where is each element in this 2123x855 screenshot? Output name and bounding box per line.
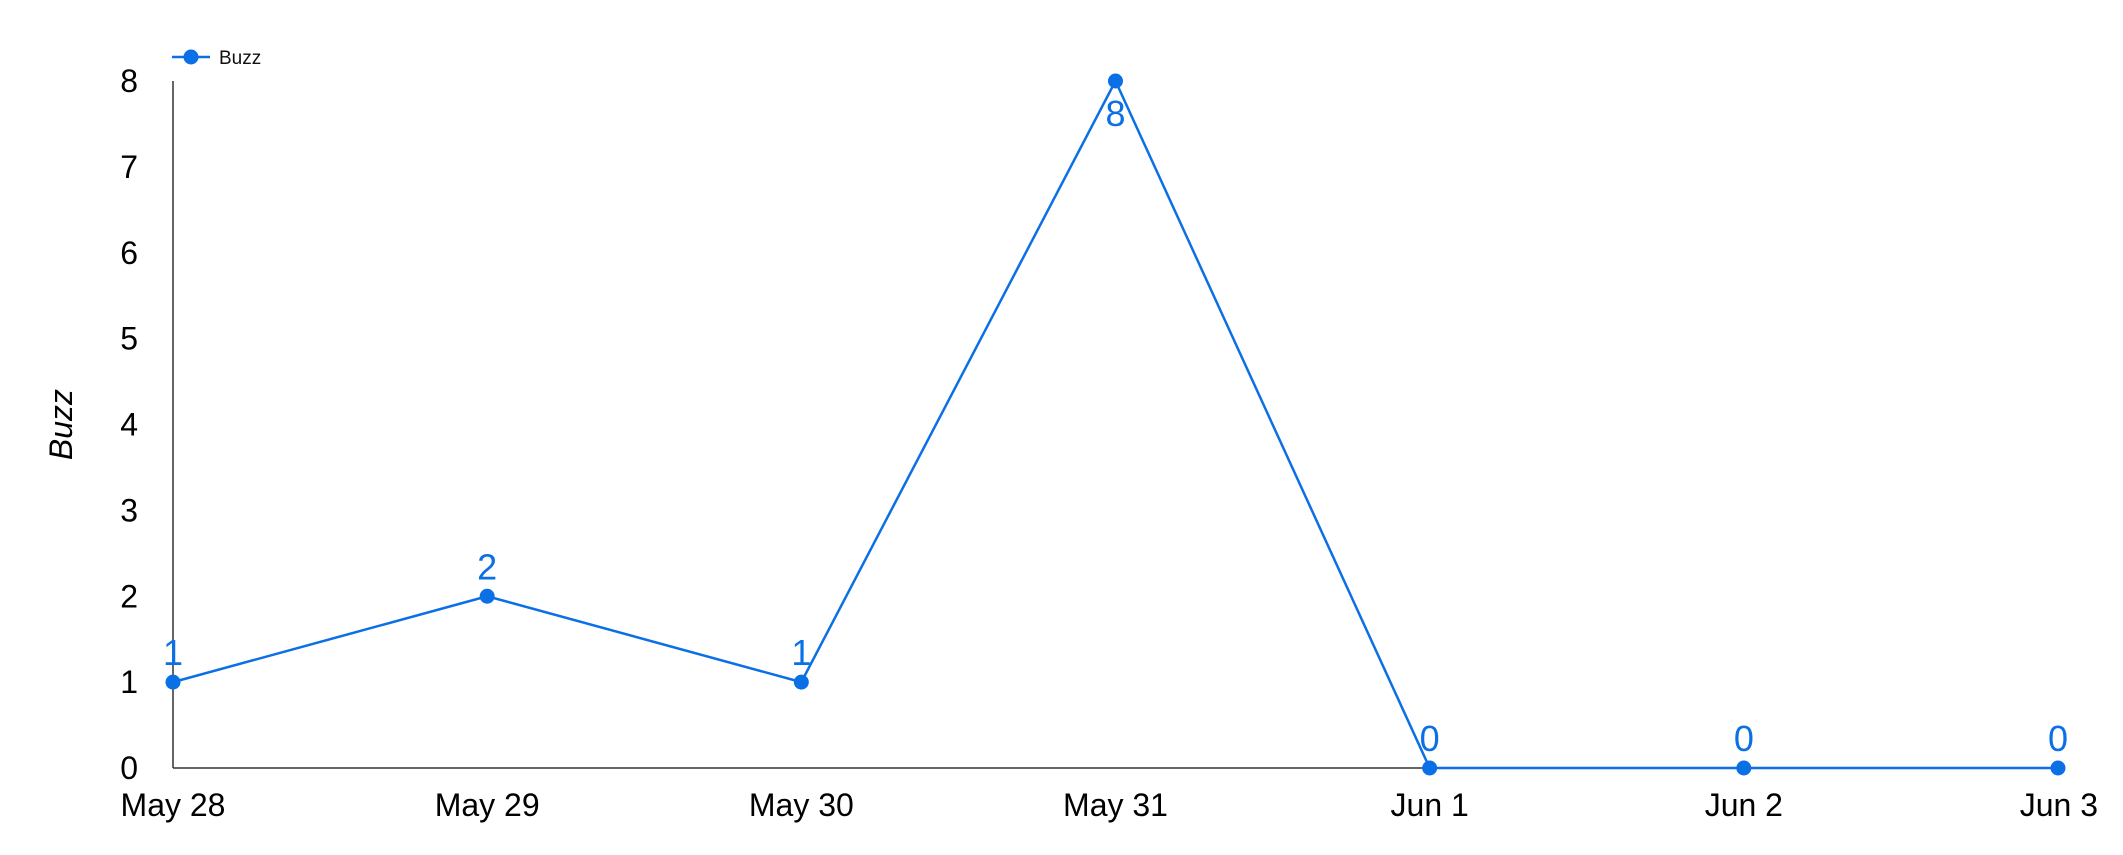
y-axis-ticks: 0 1 2 3 4 5 6 7 8 [120, 63, 138, 786]
axes [172, 81, 2058, 769]
data-label: 0 [1420, 718, 1440, 759]
x-tick-label: Jun 3 [2020, 787, 2098, 823]
data-label: 1 [163, 632, 183, 673]
data-label: 0 [2048, 718, 2068, 759]
data-label: 2 [477, 546, 497, 587]
x-tick-label: Jun 2 [1705, 787, 1783, 823]
x-tick-label: May 28 [121, 787, 226, 823]
data-point [1736, 760, 1752, 776]
data-point [165, 674, 181, 690]
x-tick-label: Jun 1 [1391, 787, 1469, 823]
series-layer [165, 73, 2066, 776]
legend-label: Buzz [219, 48, 261, 69]
x-tick-label: May 30 [749, 787, 854, 823]
x-tick-label: May 31 [1063, 787, 1168, 823]
data-point [793, 674, 809, 690]
y-tick-label: 0 [120, 750, 138, 786]
data-label: 1 [791, 632, 811, 673]
y-tick-label: 7 [120, 149, 138, 185]
y-tick-label: 3 [120, 492, 138, 528]
data-point [1108, 73, 1123, 89]
y-tick-label: 5 [120, 321, 138, 357]
data-label: 0 [1734, 718, 1754, 759]
y-tick-label: 1 [120, 664, 138, 700]
data-label: 8 [1105, 93, 1125, 134]
data-labels: 1 2 1 8 0 0 0 [163, 93, 2068, 759]
y-tick-label: 4 [120, 407, 138, 443]
data-point [2050, 760, 2066, 776]
y-tick-label: 6 [120, 235, 138, 271]
series-line-buzz [172, 79, 2058, 770]
x-axis-ticks: May 28 May 29 May 30 May 31 Jun 1 Jun 2 Jun 3 [121, 787, 2098, 823]
legend-marker [183, 49, 199, 65]
data-point [1422, 760, 1438, 776]
y-tick-label: 2 [120, 578, 138, 614]
y-axis-title: Buzz [43, 389, 79, 460]
y-tick-label: 8 [120, 63, 138, 99]
data-point [479, 588, 495, 604]
x-tick-label: May 29 [435, 787, 540, 823]
legend: Buzz [172, 48, 261, 69]
